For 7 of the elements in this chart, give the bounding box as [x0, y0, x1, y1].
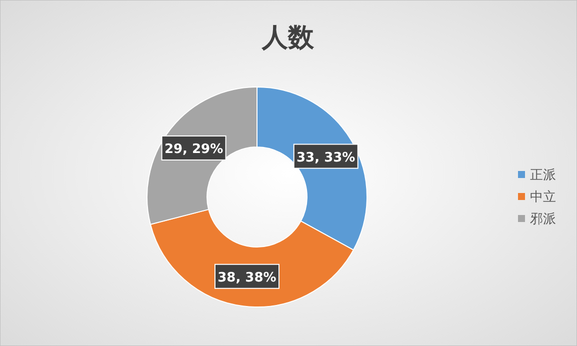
- data-label: 38, 38%: [218, 270, 276, 286]
- data-label: 33, 33%: [296, 150, 356, 166]
- chart-title: 人数: [261, 23, 315, 53]
- legend-label: 正派: [530, 168, 556, 183]
- legend-label: 中立: [530, 189, 556, 205]
- data-label: 29, 29%: [164, 142, 224, 157]
- legend-label: 邪派: [530, 212, 556, 227]
